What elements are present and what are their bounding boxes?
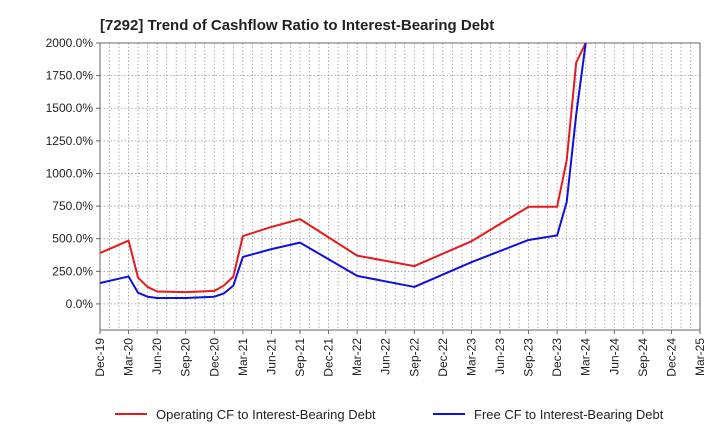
x-axis-ticks: Dec-19 Mar-20 Jun-20 Sep-20 Dec-20 Mar-21 Jun-… [93,330,707,377]
x-tick-label: Jun-24 [607,338,621,375]
x-tick-label: Mar-20 [122,338,136,376]
series-line-1 [100,43,587,294]
x-tick-label: Dec-23 [550,338,564,377]
y-tick-label: 500.0% [52,232,93,246]
x-tick-label: Jun-21 [264,338,278,375]
y-tick-label: 2000.0% [46,36,94,50]
series-layer [100,43,587,300]
y-tick-label: 1750.0% [46,69,94,83]
x-tick-label: Dec-20 [207,338,221,377]
x-tick-label: Mar-23 [464,338,478,376]
y-axis-ticks: 0.0% 250.0% 500.0% 750.0% 1000.0% 1250.0% 1500… [46,36,100,311]
y-tick-label: 1250.0% [46,134,94,148]
legend-label-2: Free CF to Interest-Bearing Debt [474,407,664,422]
x-tick-label: Dec-19 [93,338,107,377]
x-tick-label: Jun-22 [379,338,393,375]
y-tick-label: 1000.0% [46,166,94,180]
series-line-2 [100,43,587,300]
y-tick-label: 250.0% [52,264,93,278]
x-tick-label: Sep-21 [293,338,307,377]
legend-label-1: Operating CF to Interest-Bearing Debt [156,407,376,422]
x-tick-label: Mar-24 [579,338,593,376]
x-tick-label: Dec-21 [322,338,336,377]
chart-title: [7292] Trend of Cashflow Ratio to Intere… [100,17,494,34]
x-tick-label: Sep-23 [522,338,536,377]
legend: Operating CF to Interest-Bearing Debt Fre… [115,407,664,422]
x-tick-label: Dec-24 [664,338,678,377]
y-tick-label: 1500.0% [46,101,94,115]
x-tick-label: Mar-22 [350,338,364,376]
x-tick-label: Jun-23 [493,338,507,375]
x-tick-label: Mar-21 [236,338,250,376]
x-tick-label: Dec-22 [436,338,450,377]
y-tick-label: 0.0% [66,297,94,311]
plot-frame [99,42,701,331]
x-tick-label: Sep-24 [636,338,650,377]
x-tick-label: Sep-22 [407,338,421,377]
x-tick-label: Mar-25 [693,338,707,376]
y-tick-label: 750.0% [52,199,93,213]
grid [99,42,701,330]
x-tick-label: Sep-20 [179,338,193,377]
x-tick-label: Jun-20 [150,338,164,375]
